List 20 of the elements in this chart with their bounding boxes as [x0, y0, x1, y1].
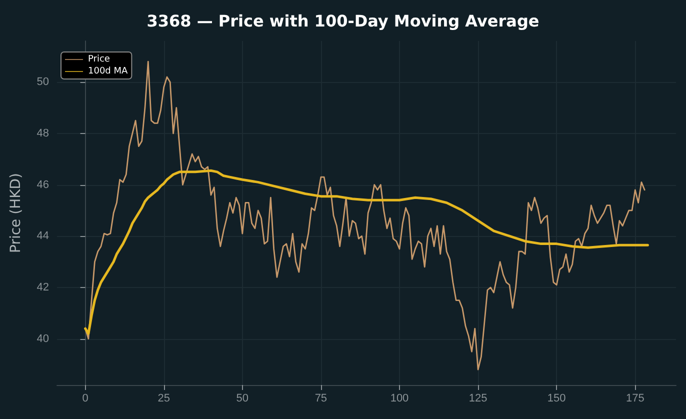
y-tick-label: 40	[36, 332, 49, 345]
x-tick-label: 0	[82, 392, 88, 404]
y-tick-label: 44	[36, 230, 49, 242]
x-tick-label: 75	[314, 392, 328, 404]
x-tick-label: 175	[626, 392, 644, 404]
chart-title: 3368 — Price with 100-Day Moving Average	[146, 12, 540, 30]
y-tick-label: 50	[36, 76, 49, 88]
x-tick-label: 25	[158, 392, 170, 404]
legend-label: 100d MA	[88, 66, 129, 76]
legend-label: Price	[88, 54, 110, 64]
y-axis-title: Price (HKD)	[8, 172, 24, 254]
line-series	[84, 169, 649, 335]
y-tick-label: 48	[36, 127, 49, 140]
x-tick-label: 125	[468, 392, 488, 404]
y-tick-label: 42	[36, 281, 49, 294]
x-tick-label: 150	[547, 392, 566, 404]
x-tick-label: 100	[390, 392, 409, 404]
y-tick-label: 46	[36, 178, 49, 191]
line-series	[84, 60, 646, 370]
x-tick-label: 50	[236, 392, 249, 404]
